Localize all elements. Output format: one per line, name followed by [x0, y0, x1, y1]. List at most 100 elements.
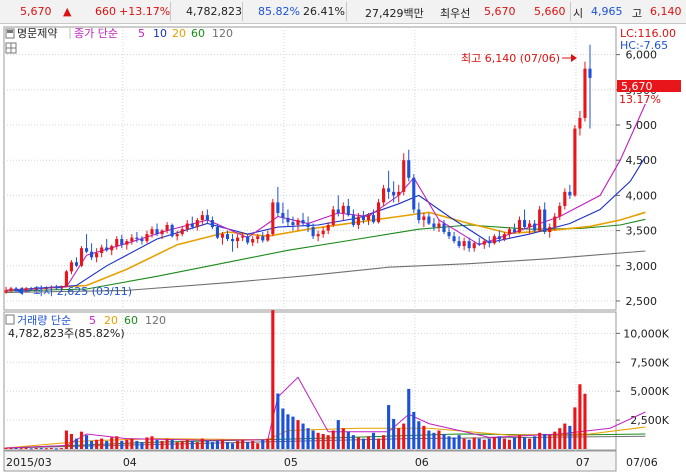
high-annotation: 최고 6,140 (07/06) [461, 52, 560, 65]
volume-bar [160, 440, 164, 449]
best-ask: 5,670 [484, 5, 516, 18]
candle-body [422, 216, 426, 221]
volume-bar [215, 440, 220, 449]
candle-body [553, 216, 557, 228]
volume-bar [74, 438, 79, 449]
volume-bar [39, 448, 43, 450]
volume-bar [79, 431, 84, 449]
quote-bar: 5,670 ▲ 660 +13.17% 4,782,823 85.82% 26.… [0, 0, 686, 24]
candle-body [356, 216, 360, 225]
candle-body [39, 287, 43, 289]
volume-bar [140, 442, 144, 449]
candle-body [241, 236, 245, 238]
volume-bar [341, 428, 345, 449]
candle-body [84, 248, 89, 252]
candle-body [44, 287, 48, 289]
volume-bar [321, 433, 325, 449]
candle-body [442, 223, 446, 232]
candle-body [251, 239, 255, 243]
vol-ma-legend-120: 120 [145, 314, 166, 327]
candle-body [90, 251, 94, 258]
volume-bar [528, 438, 532, 449]
toggle-icon[interactable] [5, 28, 15, 39]
volume-bar [19, 448, 23, 450]
volume-bar [447, 436, 451, 449]
candle-body [558, 205, 562, 217]
volume-toggle-icon[interactable] [5, 314, 15, 325]
candle-body [462, 241, 466, 247]
volume-bar [482, 439, 486, 449]
candle-body [336, 209, 340, 213]
volume-bar [165, 438, 169, 449]
volume-bar [54, 448, 58, 450]
candle-body [311, 227, 315, 237]
candle-body [225, 234, 230, 240]
candle-body [477, 243, 481, 245]
volume-bar [95, 439, 99, 449]
volume-bar [266, 438, 270, 449]
volume-bar [417, 421, 421, 449]
candle-body [427, 216, 431, 224]
candle-body [387, 188, 391, 192]
volume-bar [225, 442, 230, 449]
candle-body [341, 205, 345, 213]
candle-body [402, 160, 406, 192]
volume-bar [246, 442, 250, 449]
candle-body [276, 202, 280, 213]
volume-bar [487, 438, 491, 449]
candle-body [452, 236, 456, 242]
time-tick-label: 04 [123, 456, 137, 469]
stock-chart: 2,5003,0003,5004,0004,5005,0005,5006,000… [3, 26, 681, 472]
volume-bar [543, 433, 547, 449]
candle-body [215, 227, 220, 238]
candle-body [568, 191, 572, 196]
price-ma120-line [5, 250, 646, 294]
price-ma60-line [5, 218, 646, 292]
last-price-tag [617, 80, 681, 92]
volume-bar [256, 443, 260, 449]
candle-body [578, 117, 582, 129]
volume-bar [241, 439, 245, 449]
vol-ma-legend-5: 5 [89, 314, 96, 327]
candle-body [573, 128, 577, 196]
vol-ma-legend-20: 20 [104, 314, 118, 327]
current-price: 5,670 [20, 5, 52, 18]
candle-body [507, 229, 512, 235]
candle-body [437, 223, 441, 228]
candle-body [306, 223, 310, 228]
candle-body [205, 215, 209, 221]
candle-body [361, 216, 366, 221]
last-pct-tag: 13.17% [619, 93, 661, 106]
price-tick-label: 3,500 [626, 225, 658, 238]
candle-body [457, 241, 461, 247]
volume-bar [291, 416, 295, 449]
volume-tick-label: 10,000K [623, 327, 669, 340]
candle-body [528, 223, 532, 228]
ma-legend-120: 120 [212, 27, 233, 40]
volume-bar [326, 435, 330, 449]
volume-legend-label: 거래량 단순 [17, 314, 71, 327]
volume-bar [9, 448, 13, 450]
candle-body [522, 220, 527, 228]
candle-body [100, 247, 104, 254]
low-annotation: 최저 2,625 (03/11) [33, 285, 132, 298]
candle-body [170, 224, 174, 237]
volume-bar [477, 438, 481, 449]
volume-bar [64, 430, 68, 449]
candle-body [497, 236, 501, 240]
high-price: 6,140 [650, 5, 682, 18]
candle-body [95, 253, 99, 258]
candle-body [417, 209, 421, 221]
candle-body [175, 234, 179, 237]
volume-bar [200, 438, 204, 449]
volume-bar [170, 439, 174, 449]
low-arrow-icon [17, 287, 23, 295]
volume-bar [452, 437, 456, 449]
volume-bar [286, 414, 290, 449]
volume-bar [387, 405, 391, 449]
candle-body [543, 209, 547, 232]
candle-body [145, 234, 149, 242]
volume-bar [84, 435, 89, 449]
time-tick-label: 2015/03 [6, 456, 52, 469]
candle-body [125, 241, 129, 245]
